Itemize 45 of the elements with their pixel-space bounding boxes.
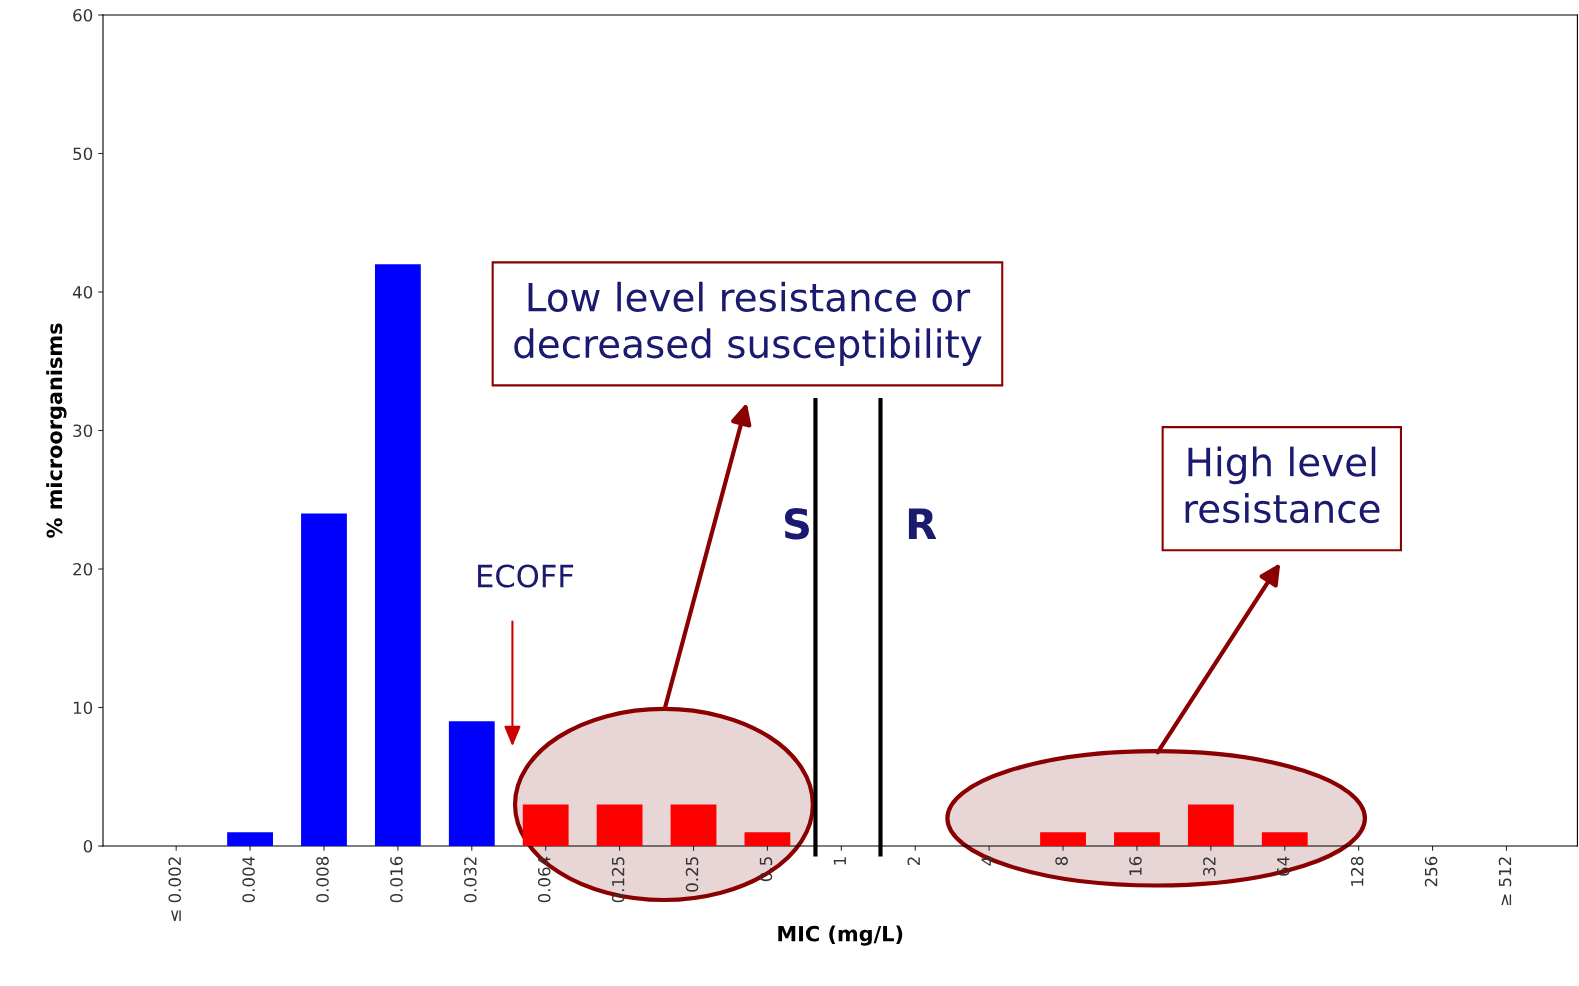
x-tick-label: 128 <box>1350 856 1364 886</box>
x-tick-label: 0.125 <box>611 857 625 903</box>
bar <box>448 721 495 846</box>
annotation: ECOFF <box>478 564 574 588</box>
x-tick-label: 4 <box>981 856 994 866</box>
x-tick-label: 16 <box>1129 856 1142 876</box>
y-tick-label: 30 <box>73 424 93 438</box>
bar <box>522 804 569 846</box>
bar <box>374 264 421 846</box>
x-tick-label: 0.008 <box>316 856 329 903</box>
bar <box>1187 804 1234 846</box>
y-tick-label: 60 <box>73 8 93 22</box>
y-tick-label: 50 <box>73 147 93 161</box>
x-tick-label: 256 <box>1424 856 1438 887</box>
bar <box>301 513 347 846</box>
x-tick-label: 1 <box>833 857 846 865</box>
x-tick-label: 0.25 <box>685 857 699 892</box>
annotation: R <box>908 508 937 539</box>
bar <box>1114 832 1160 846</box>
annotation: High level resistance <box>1185 446 1380 524</box>
bar <box>744 832 791 846</box>
x-tick-label: ≤ 0.002 <box>168 857 181 921</box>
x-tick-label: 0.064 <box>537 856 551 903</box>
annotation: Low level resistance or decreased susceptibility <box>514 281 982 366</box>
bar <box>1040 832 1086 846</box>
y-tick-label: 0 <box>83 839 93 853</box>
x-tick-label: 64 <box>1276 856 1290 876</box>
y-tick-label: 10 <box>73 701 93 715</box>
x-tick-label: 8 <box>1055 856 1068 866</box>
x-tick-label: 0.5 <box>759 857 773 882</box>
annotation: S <box>784 508 809 540</box>
x-tick-label: ≥ 512 <box>1498 857 1512 906</box>
x-tick-label: 2 <box>907 857 920 866</box>
y-axis-title: % microorganisms <box>46 323 67 538</box>
x-tick-label: 0.004 <box>242 856 255 903</box>
bar <box>670 804 717 846</box>
y-tick-label: 40 <box>72 285 93 299</box>
x-axis-title: MIC (mg/L) <box>778 925 903 946</box>
bar <box>596 804 643 846</box>
x-tick-label: 0.032 <box>464 857 477 903</box>
y-tick-label: 20 <box>73 562 93 576</box>
x-tick-label: 32 <box>1203 857 1216 876</box>
bar <box>227 832 273 846</box>
x-tick-label: 0.016 <box>390 856 403 903</box>
bar <box>1261 832 1308 846</box>
